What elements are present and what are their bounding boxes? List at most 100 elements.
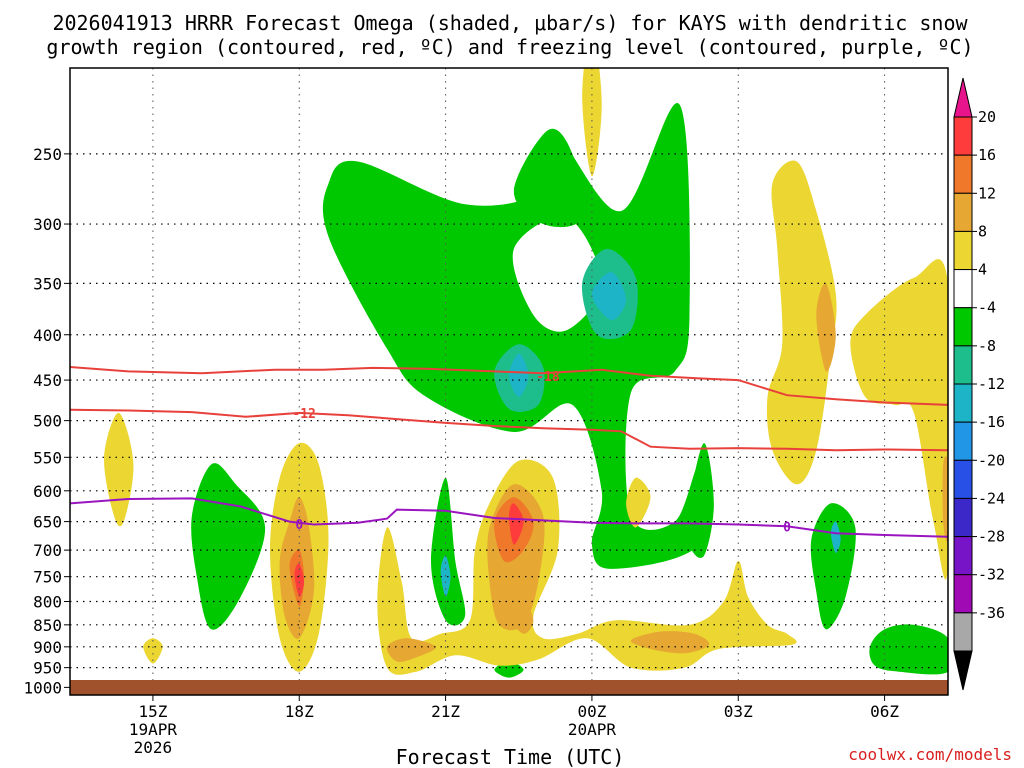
omega-region-yellow-03z [766, 160, 837, 485]
colorbar-swatch-9 [953, 459, 973, 499]
omega-region-green-left [191, 463, 266, 630]
omega-region-cyan-440 [509, 353, 529, 397]
ytick-label-550: 550 [33, 448, 62, 467]
xtick-label-00Z: 00Z [577, 702, 606, 721]
colorbar-swatch-2 [953, 192, 973, 232]
dgz-contour-1-line [70, 408, 948, 452]
colorbar-label-11: -28 [978, 528, 1005, 546]
xtick-label-18Z: 18Z [285, 702, 314, 721]
credit-text: coolwx.com/models [848, 745, 1012, 764]
ytick-label-250: 250 [33, 145, 62, 164]
chart-title-line2: growth region (contoured, red, ºC) and f… [46, 35, 973, 59]
omega-region-green-06z [869, 624, 948, 675]
ytick-label-750: 750 [33, 568, 62, 587]
ytick-label-950: 950 [33, 659, 62, 678]
colorbar-label-8: -16 [978, 413, 1005, 431]
omega-region-orange-2230-low [509, 601, 534, 634]
colorbar-swatch-11 [953, 536, 973, 576]
colorbar-swatch-12 [953, 574, 973, 614]
colorbar-label-3: 8 [978, 222, 987, 240]
colorbar-label-10: -24 [978, 489, 1005, 507]
colorbar-label-7: -12 [978, 375, 1005, 393]
xtick-date-00Z: 20APR [568, 720, 617, 739]
dgz-contour-0-label-0: -18 [536, 370, 560, 385]
ytick-label-450: 450 [33, 371, 62, 390]
xtick-year-15Z: 2026 [134, 738, 173, 757]
colorbar-swatch-4 [953, 269, 973, 309]
colorbar-bottom-arrow [953, 650, 973, 691]
dgz-contour-1-label-0: -12 [292, 407, 315, 422]
freezing-level-label-0: 0 [295, 518, 303, 533]
ytick-label-650: 650 [33, 513, 62, 532]
omega-region-yellow-1430 [104, 412, 134, 527]
freezing-level-line [70, 497, 948, 538]
colorbar-top-arrow [953, 77, 973, 118]
freezing-level-label-1: 0 [783, 520, 791, 535]
colorbar-label-12: -32 [978, 566, 1005, 584]
omega-region-yellow-21z-band [377, 459, 797, 675]
colorbar-swatch-7 [953, 383, 973, 423]
colorbar-label-1: 16 [978, 146, 996, 164]
ytick-label-850: 850 [33, 616, 62, 635]
colorbar-swatch-13 [953, 612, 973, 652]
colorbar-swatch-6 [953, 345, 973, 385]
omega-region-yellow-0030 [626, 477, 651, 528]
colorbar-swatch-1 [953, 154, 973, 194]
plot-area: -18 -12 0 0 [70, 68, 948, 695]
colorbar-swatch-10 [953, 497, 973, 538]
xtick-label-03Z: 03Z [724, 702, 753, 721]
omega-region-red-18z [294, 563, 305, 597]
ground-surface [70, 680, 948, 695]
omega-region-orange-20z [386, 638, 436, 662]
omega-region-yellow-1530 [143, 638, 163, 664]
ytick-label-700: 700 [33, 541, 62, 560]
omega-region-red-22z [509, 503, 524, 545]
ytick-label-600: 600 [33, 482, 62, 501]
omega-region-green-upper [322, 102, 707, 569]
xtick-label-21Z: 21Z [431, 702, 460, 721]
colorbar-swatch-5 [953, 307, 973, 347]
ytick-label-350: 350 [33, 274, 62, 293]
ytick-label-800: 800 [33, 593, 62, 612]
colorbar-label-0: 20 [978, 108, 996, 126]
colorbar-label-6: -8 [978, 337, 996, 355]
colorbar-label-9: -20 [978, 451, 1005, 469]
colorbar-swatch-8 [953, 421, 973, 461]
ytick-label-900: 900 [33, 638, 62, 657]
xtick-label-15Z: 15Z [138, 702, 167, 721]
omega-region-green-0230 [687, 443, 714, 558]
omega-region-yellow-0530 [850, 259, 948, 580]
omega-region-orange-0650 [942, 455, 948, 543]
colorbar-label-2: 12 [978, 184, 996, 202]
colorbar-swatch-3 [953, 230, 973, 271]
omega-region-yellow-0000-top [582, 68, 602, 177]
contour-lines: -18 -12 0 0 [70, 366, 948, 538]
colorbar-label-13: -36 [978, 604, 1005, 622]
colorbar-label-5: -4 [978, 299, 996, 317]
omega-region-orange-01z [630, 631, 710, 654]
ytick-label-400: 400 [33, 326, 62, 345]
omega-region-green-04z [810, 503, 856, 630]
omega-region-green-top-blob [513, 128, 584, 228]
ytick-label-1000: 1000 [23, 678, 62, 697]
xtick-label-06Z: 06Z [870, 702, 899, 721]
xtick-date-15Z: 19APR [129, 720, 178, 739]
colorbar: 20 16 12 8 4 -4 -8 -12 -16 -20 -24 -28 -32 -36 [953, 77, 1005, 691]
dgz-contour-0-line [70, 366, 948, 406]
omega-region-white-hole [512, 216, 602, 332]
ytick-label-500: 500 [33, 412, 62, 431]
chart-title-line1: 2026041913 HRRR Forecast Omega (shaded, … [52, 11, 968, 35]
x-axis-label: Forecast Time (UTC) [396, 745, 625, 768]
colorbar-label-4: 4 [978, 261, 987, 279]
omega-region-green-21z [431, 477, 466, 626]
omega-shaded-regions [104, 68, 948, 678]
omega-region-cyan-04z [830, 521, 841, 553]
colorbar-swatch-0 [953, 116, 973, 156]
gridlines [70, 68, 948, 695]
ytick-label-300: 300 [33, 215, 62, 234]
pressure-axis: 250 300 350 400 450 500 550 600 650 700 750 800 850 9… [23, 145, 70, 697]
plot-frame [69, 67, 949, 696]
omega-region-orange-0330 [816, 283, 836, 372]
